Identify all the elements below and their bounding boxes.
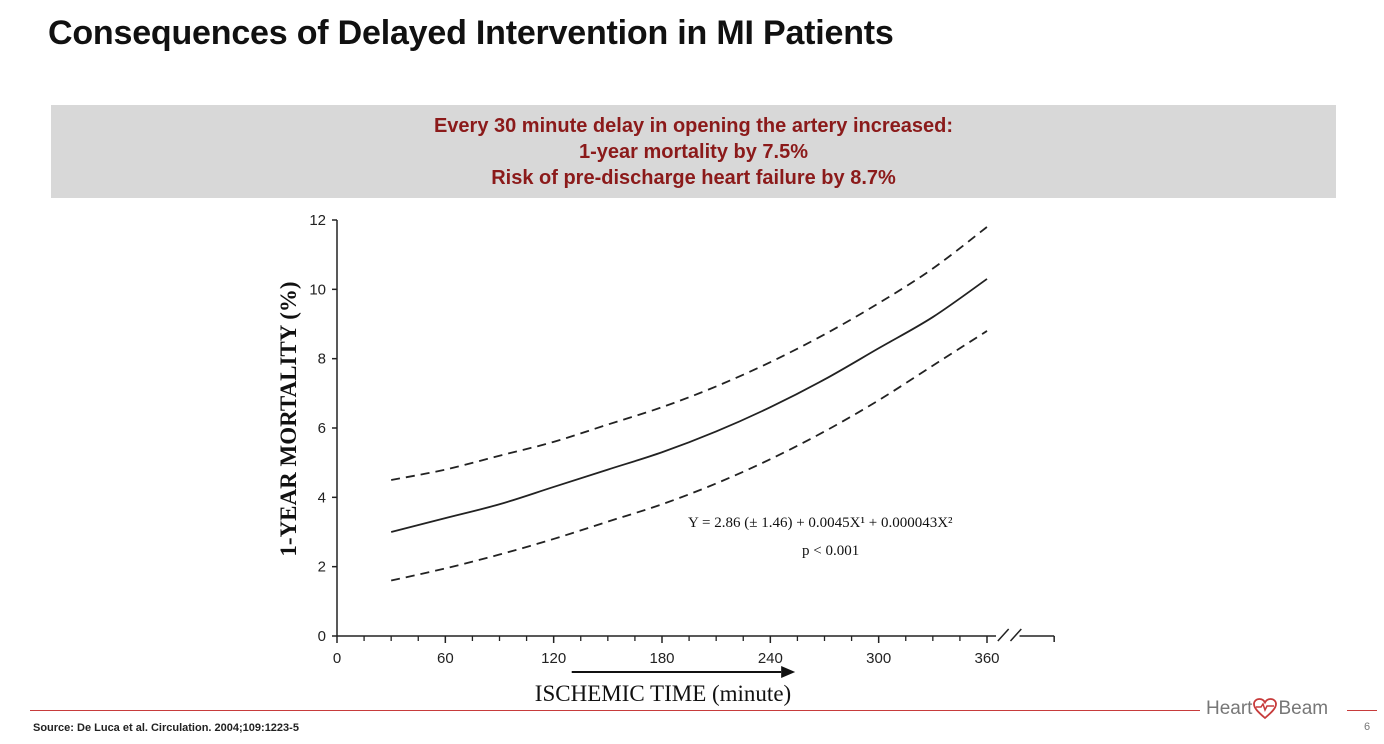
heartbeam-logo: Heart Beam	[1206, 697, 1328, 721]
y-tick-label: 8	[318, 351, 326, 368]
y-tick-label: 10	[309, 281, 326, 298]
x-tick-label: 0	[333, 650, 341, 667]
y-tick-label: 0	[318, 628, 326, 645]
slide-title: Consequences of Delayed Intervention in …	[48, 14, 894, 52]
p-value: p < 0.001	[802, 543, 859, 559]
brand-beam-text: Beam	[1278, 698, 1329, 719]
y-tick-label: 2	[318, 559, 326, 576]
banner-line-1: Every 30 minute delay in opening the art…	[433, 114, 954, 137]
banner-line-3: Risk of pre-discharge heart failure by 8…	[491, 166, 896, 189]
mortality-curve	[390, 278, 988, 533]
heart-wave-icon	[1253, 698, 1278, 720]
y-tick-label: 12	[309, 212, 326, 229]
x-tick-label: 120	[541, 650, 566, 667]
brand-heart-text: Heart	[1206, 698, 1253, 719]
key-findings-banner: Every 30 minute delay in opening the art…	[51, 105, 1336, 198]
axis-break-mark	[997, 628, 1010, 642]
source-citation: Source: De Luca et al. Circulation. 2004…	[33, 722, 299, 734]
regression-equation: Y = 2.86 (± 1.46) + 0.0045X¹ + 0.000043X…	[688, 515, 953, 531]
axis-break-mark	[1009, 628, 1022, 642]
upper-confidence-curve	[390, 226, 988, 481]
y-tick-label: 6	[318, 420, 326, 437]
chart-series	[390, 226, 988, 582]
page-number: 6	[1364, 721, 1371, 733]
footer-rule-right	[1347, 710, 1377, 711]
y-axis-label: 1-YEAR MORTALITY (%)	[276, 281, 301, 556]
time-direction-arrowhead	[781, 666, 796, 678]
x-tick-label: 60	[437, 650, 454, 667]
footer-rule-left	[30, 710, 1200, 711]
x-tick-label: 300	[866, 650, 891, 667]
x-tick-label: 360	[974, 650, 999, 667]
y-tick-label: 4	[318, 489, 326, 506]
x-axis-label: ISCHEMIC TIME (minute)	[535, 681, 791, 706]
lower-confidence-curve	[390, 330, 988, 582]
banner-line-2: 1-year mortality by 7.5%	[579, 140, 808, 163]
x-tick-label: 180	[649, 650, 674, 667]
x-tick-label: 240	[758, 650, 783, 667]
